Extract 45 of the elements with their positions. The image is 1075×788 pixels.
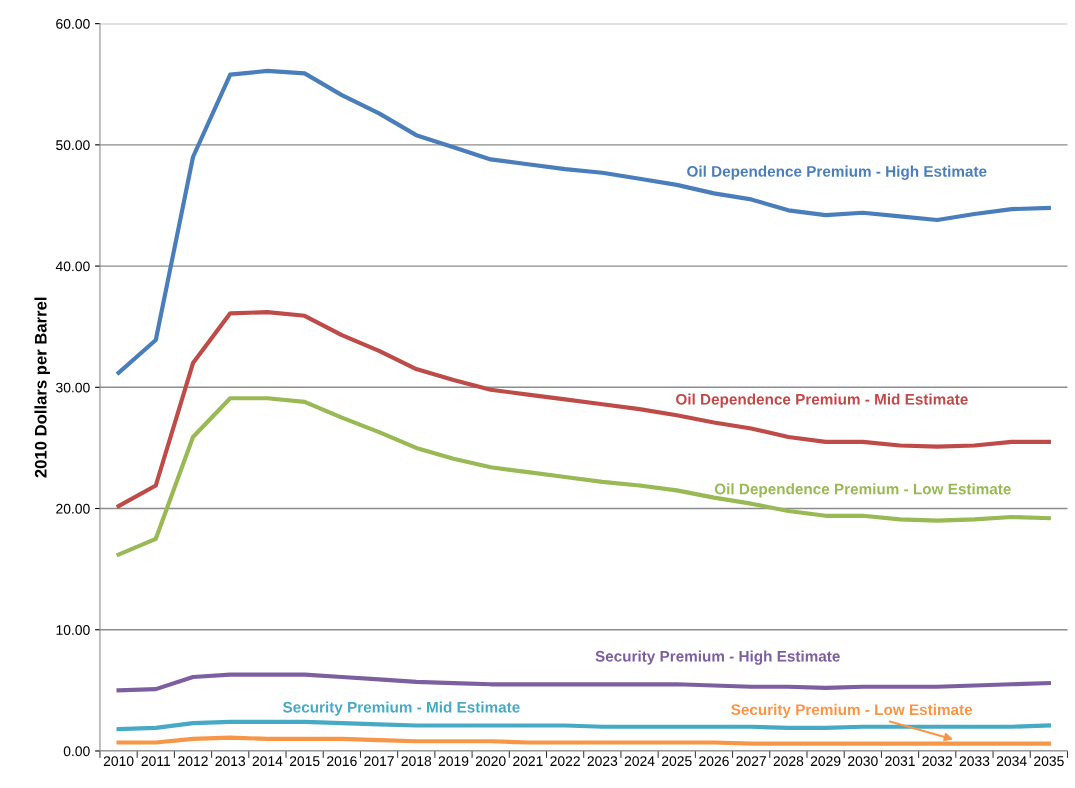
x-tick-label: 2028 <box>773 756 804 767</box>
y-tick-label: 20.00 <box>56 503 90 514</box>
y-axis-title: 2010 Dollars per Barrel <box>34 297 50 478</box>
x-tick-label: 2020 <box>475 756 506 767</box>
x-tick-label: 2013 <box>215 756 246 767</box>
x-tick-label: 2032 <box>922 756 952 767</box>
series-label: Security Premium - High Estimate <box>595 650 840 665</box>
y-tick-label: 50.00 <box>56 140 90 151</box>
x-tick-label: 2015 <box>289 756 320 767</box>
x-tick-label: 2035 <box>1034 756 1064 767</box>
y-tick-label: 30.00 <box>56 382 90 393</box>
line-series <box>116 68 1051 375</box>
x-tick-label: 2025 <box>662 756 692 767</box>
x-tick-label: 2029 <box>810 756 841 767</box>
x-tick-label: 2033 <box>959 756 990 767</box>
series-label: Oil Dependence Premium - Low Estimate <box>714 483 1011 498</box>
x-tick-label: 2027 <box>736 756 766 767</box>
series-label: Security Premium - Low Estimate <box>731 703 973 719</box>
series-label: Oil Dependence Premium - Mid Estimate <box>676 393 968 408</box>
x-tick-label: 2016 <box>327 756 357 767</box>
x-tick-label: 2012 <box>178 756 208 767</box>
x-tick-label: 2024 <box>624 756 655 767</box>
x-tick-label: 2014 <box>252 756 283 767</box>
x-tick-label: 2026 <box>699 756 729 767</box>
y-tick-label: 60.00 <box>56 18 90 29</box>
line-series <box>116 310 1051 509</box>
series-label: Oil Dependence Premium - High Estimate <box>687 165 987 180</box>
x-tick-label: 2031 <box>885 756 915 767</box>
line-series <box>116 735 1051 746</box>
x-tick-label: 2010 <box>103 756 134 767</box>
x-tick-label: 2017 <box>364 756 394 767</box>
x-tick-label: 2018 <box>401 756 432 767</box>
series-label: Security Premium - Mid Estimate <box>282 701 520 716</box>
x-tick-label: 2011 <box>141 756 171 767</box>
x-tick-label: 2034 <box>996 756 1027 767</box>
x-tick-label: 2030 <box>848 756 878 767</box>
y-tick-label: 40.00 <box>55 261 90 272</box>
line-series <box>116 672 1051 693</box>
x-tick-label: 2022 <box>550 756 580 767</box>
y-tick-label: 0.00 <box>63 746 90 757</box>
x-tick-label: 2021 <box>513 756 543 767</box>
y-tick-label: 10.00 <box>56 625 90 635</box>
line-series <box>116 719 1051 732</box>
x-tick-label: 2023 <box>587 756 618 767</box>
x-tick-label: 2019 <box>438 756 469 767</box>
